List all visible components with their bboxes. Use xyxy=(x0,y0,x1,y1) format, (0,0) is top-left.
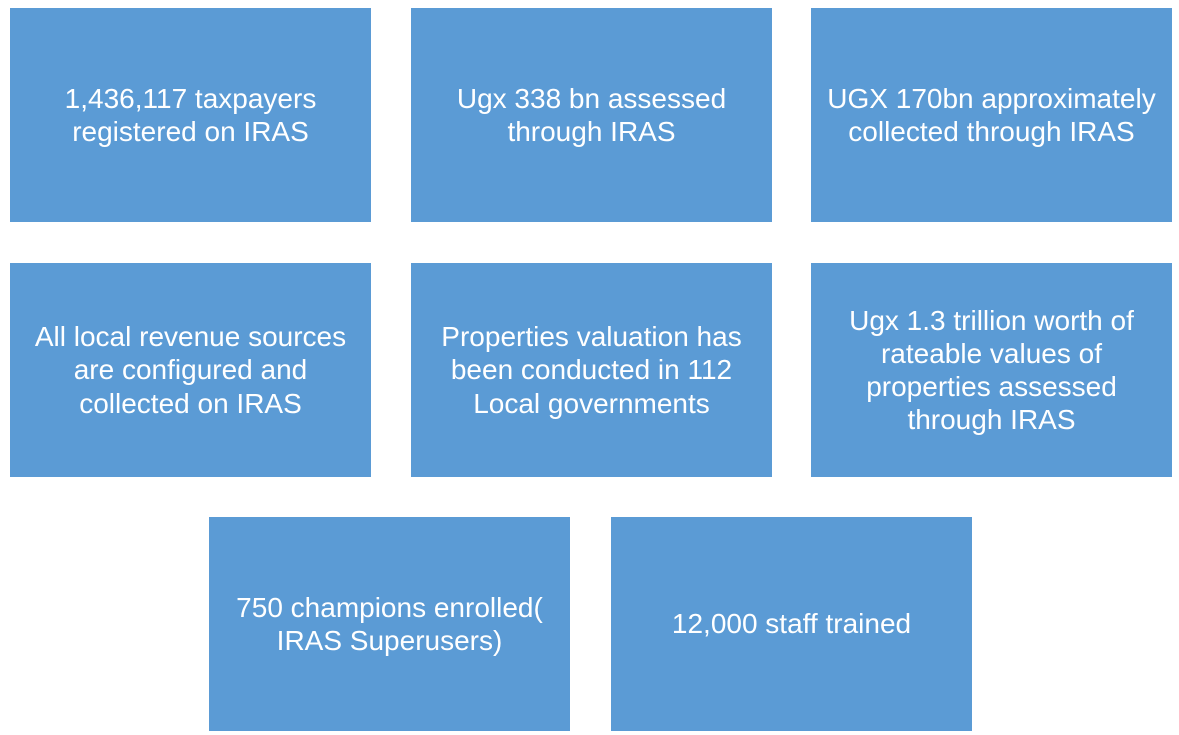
info-box: 12,000 staff trained xyxy=(611,517,972,731)
info-box: Ugx 1.3 trillion worth of rateable value… xyxy=(811,263,1172,477)
box-text: All local revenue sources are configured… xyxy=(34,321,347,419)
box-text: 1,436,117 taxpayers registered on IRAS xyxy=(64,82,317,147)
box-text: 12,000 staff trained xyxy=(671,608,912,640)
box-text: Ugx 1.3 trillion worth of rateable value… xyxy=(849,304,1134,436)
info-box: 1,436,117 taxpayers registered on IRAS xyxy=(10,8,371,222)
box-text: 750 champions enrolled( IRAS Superusers) xyxy=(236,591,543,656)
info-box: Ugx 338 bn assessed through IRAS xyxy=(411,8,772,222)
box-text: Properties valuation has been conducted … xyxy=(441,321,742,419)
box-text: Ugx 338 bn assessed through IRAS xyxy=(456,82,727,147)
info-box: UGX 170bn approximately collected throug… xyxy=(811,8,1172,222)
box-text: UGX 170bn approximately collected throug… xyxy=(827,82,1156,147)
info-box: 750 champions enrolled( IRAS Superusers) xyxy=(209,517,570,731)
info-box: All local revenue sources are configured… xyxy=(10,263,371,477)
info-box: Properties valuation has been conducted … xyxy=(411,263,772,477)
